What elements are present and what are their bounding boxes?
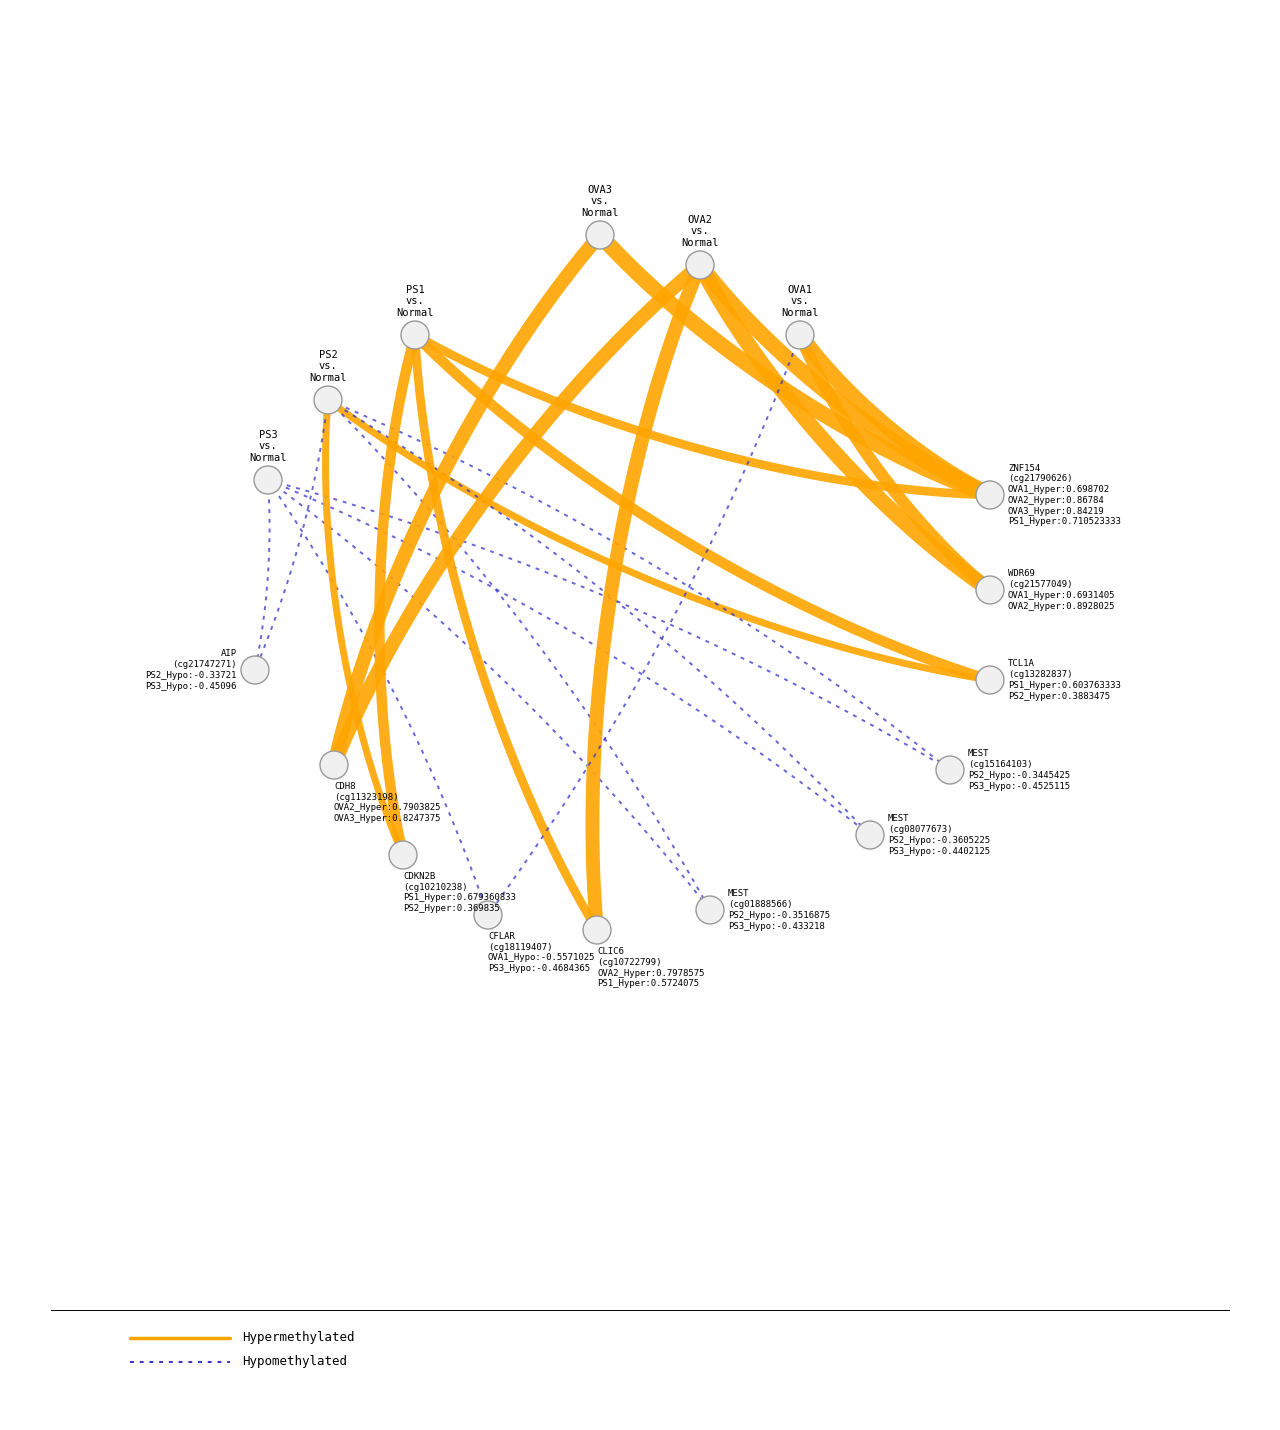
Circle shape: [686, 252, 714, 279]
Circle shape: [586, 222, 614, 249]
Circle shape: [936, 756, 964, 784]
Text: OVA1
vs.
Normal: OVA1 vs. Normal: [781, 285, 819, 317]
Circle shape: [582, 917, 611, 944]
Text: CDH8
(cg11323198)
OVA2_Hyper:0.7903825
OVA3_Hyper:0.8247375: CDH8 (cg11323198) OVA2_Hyper:0.7903825 O…: [334, 782, 442, 824]
Circle shape: [389, 841, 417, 869]
Text: ZNF154
(cg21790626)
OVA1_Hyper:0.698702
OVA2_Hyper:0.86784
OVA3_Hyper:0.84219
PS: ZNF154 (cg21790626) OVA1_Hyper:0.698702 …: [1009, 463, 1121, 526]
Circle shape: [977, 576, 1004, 603]
Text: MEST
(cg15164103)
PS2_Hypo:-0.3445425
PS3_Hypo:-0.4525115: MEST (cg15164103) PS2_Hypo:-0.3445425 PS…: [968, 749, 1070, 791]
Text: TCL1A
(cg13282837)
PS1_Hyper:0.603763333
PS2_Hyper:0.3883475: TCL1A (cg13282837) PS1_Hyper:0.603763333…: [1009, 659, 1121, 701]
Text: PS1
vs.
Normal: PS1 vs. Normal: [397, 285, 434, 317]
Text: MEST
(cg01888566)
PS2_Hypo:-0.3516875
PS3_Hypo:-0.433218: MEST (cg01888566) PS2_Hypo:-0.3516875 PS…: [728, 889, 831, 931]
Circle shape: [786, 320, 814, 349]
Circle shape: [696, 897, 724, 924]
Circle shape: [977, 666, 1004, 694]
Circle shape: [474, 901, 502, 930]
Circle shape: [253, 466, 282, 493]
Text: PS3
vs.
Normal: PS3 vs. Normal: [250, 430, 287, 463]
Text: Hypermethylated: Hypermethylated: [242, 1331, 355, 1344]
Text: CLIC6
(cg10722799)
OVA2_Hyper:0.7978575
PS1_Hyper:0.5724075: CLIC6 (cg10722799) OVA2_Hyper:0.7978575 …: [596, 947, 704, 988]
Circle shape: [401, 320, 429, 349]
Text: Hypomethylated: Hypomethylated: [242, 1356, 347, 1369]
Text: CDKN2B
(cg10210238)
PS1_Hyper:0.679360833
PS2_Hyper:0.369835: CDKN2B (cg10210238) PS1_Hyper:0.67936083…: [403, 872, 516, 914]
Text: MEST
(cg08077673)
PS2_Hypo:-0.3605225
PS3_Hypo:-0.4402125: MEST (cg08077673) PS2_Hypo:-0.3605225 PS…: [888, 814, 991, 855]
Text: WDR69
(cg21577049)
OVA1_Hyper:0.6931405
OVA2_Hyper:0.8928025: WDR69 (cg21577049) OVA1_Hyper:0.6931405 …: [1009, 569, 1115, 611]
Circle shape: [856, 821, 884, 849]
Circle shape: [320, 751, 348, 779]
Text: PS2
vs.
Normal: PS2 vs. Normal: [310, 350, 347, 383]
Text: OVA3
vs.
Normal: OVA3 vs. Normal: [581, 184, 618, 217]
Text: CFLAR
(cg18119407)
OVA1_Hypo:-0.5571025
PS3_Hypo:-0.4684365: CFLAR (cg18119407) OVA1_Hypo:-0.5571025 …: [488, 932, 595, 974]
Text: AIP
(cg21747271)
PS2_Hypo:-0.33721
PS3_Hypo:-0.45096: AIP (cg21747271) PS2_Hypo:-0.33721 PS3_H…: [146, 649, 237, 691]
Text: OVA2
vs.
Normal: OVA2 vs. Normal: [681, 214, 719, 247]
Circle shape: [977, 480, 1004, 509]
Circle shape: [241, 656, 269, 684]
Circle shape: [314, 386, 342, 415]
